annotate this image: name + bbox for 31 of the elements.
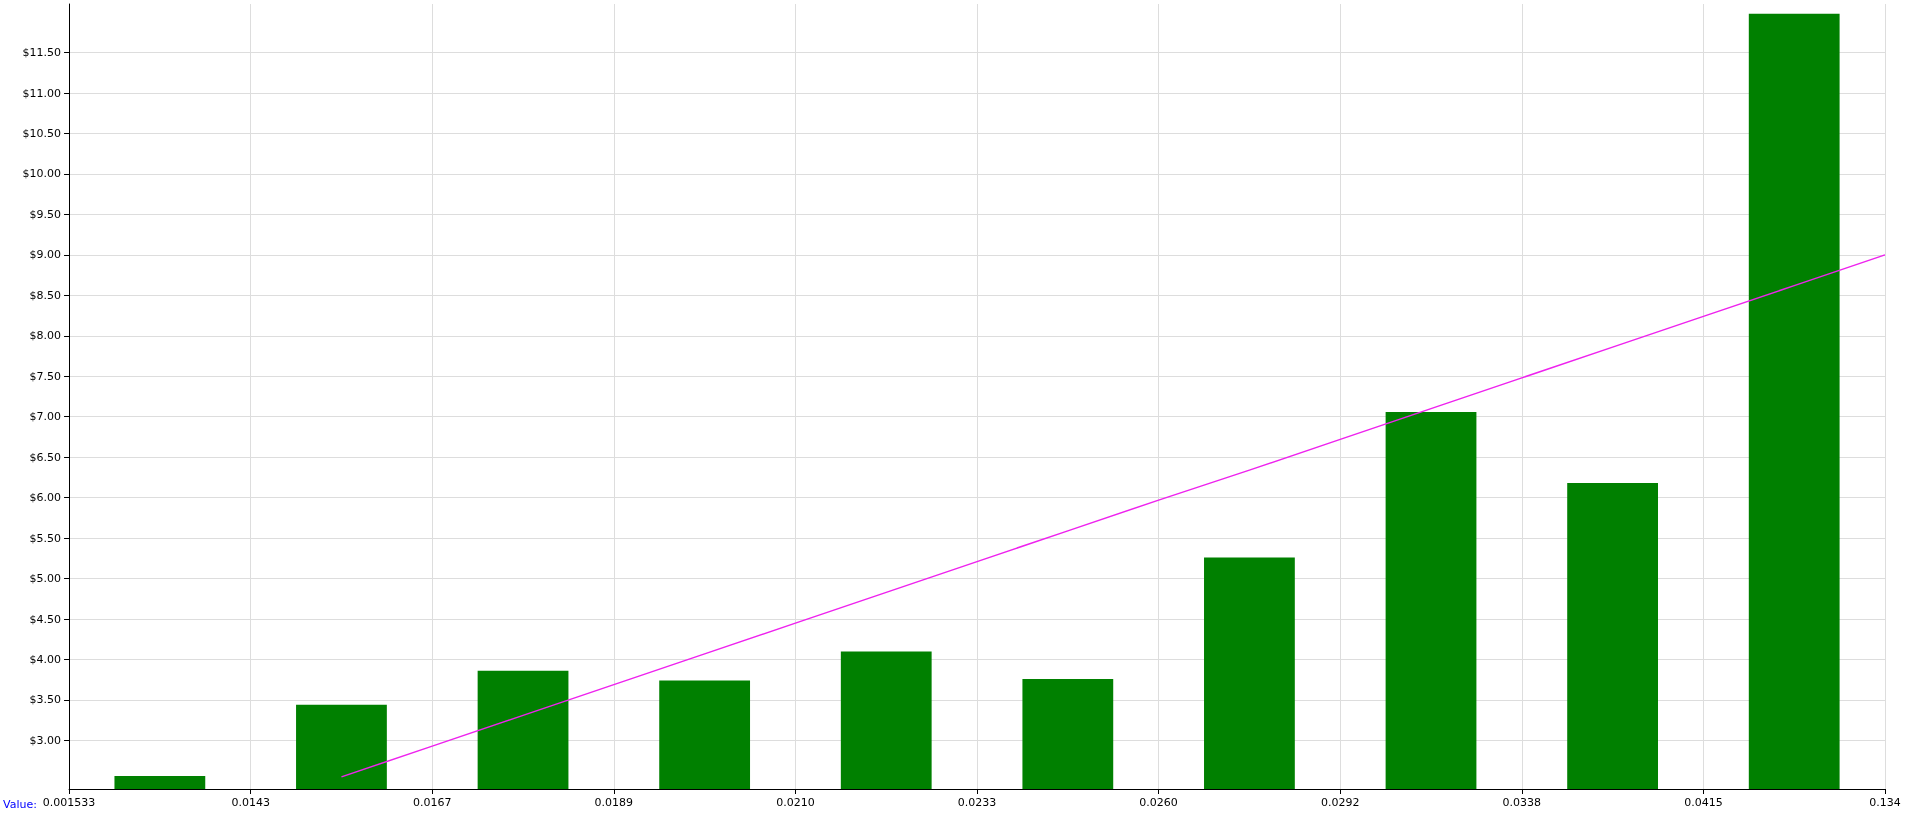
x-tick-label: 0.134 (1869, 796, 1901, 809)
x-tick-label: 0.0233 (957, 796, 997, 809)
y-tick-label: $7.00 (29, 410, 62, 424)
line-series (340, 254, 1886, 778)
y-tick-label: $9.00 (29, 248, 62, 262)
y-tick-label: $6.00 (29, 491, 62, 505)
x-tick-label: 0.0210 (776, 796, 815, 809)
y-tick-label: $5.00 (29, 572, 62, 586)
x-tick-label: 0.0338 (1502, 796, 1542, 809)
y-tick-label: $11.50 (22, 46, 62, 60)
x-tick-label: 0.001533 (42, 796, 96, 809)
x-tick-label: 0.0415 (1684, 796, 1723, 809)
y-tick-label: $8.50 (29, 288, 62, 302)
x-tick-label: 0.0189 (594, 796, 634, 809)
x-axis-title: Value: (2, 798, 37, 811)
y-tick-label: $6.50 (29, 450, 62, 464)
x-tick-label: 0.0292 (1320, 796, 1360, 809)
y-tick-label: $9.50 (29, 207, 62, 221)
y-tick-label: $3.00 (29, 733, 62, 747)
x-tick-label: 0.0143 (231, 796, 270, 809)
y-tick-label: $10.00 (22, 167, 62, 181)
y-tick-label: $3.50 (29, 693, 62, 707)
x-tick-label: 0.0167 (412, 796, 452, 809)
y-tick-label: $8.00 (29, 329, 62, 343)
y-tick-label: $10.50 (22, 126, 62, 140)
y-tick-label: $4.50 (29, 612, 62, 626)
y-tick-label: $4.00 (29, 653, 62, 667)
x-tick-label: 0.0260 (1139, 796, 1178, 809)
y-tick-label: $5.50 (29, 531, 62, 545)
y-tick-label: $7.50 (29, 369, 62, 383)
y-tick-label: $11.00 (22, 86, 62, 100)
